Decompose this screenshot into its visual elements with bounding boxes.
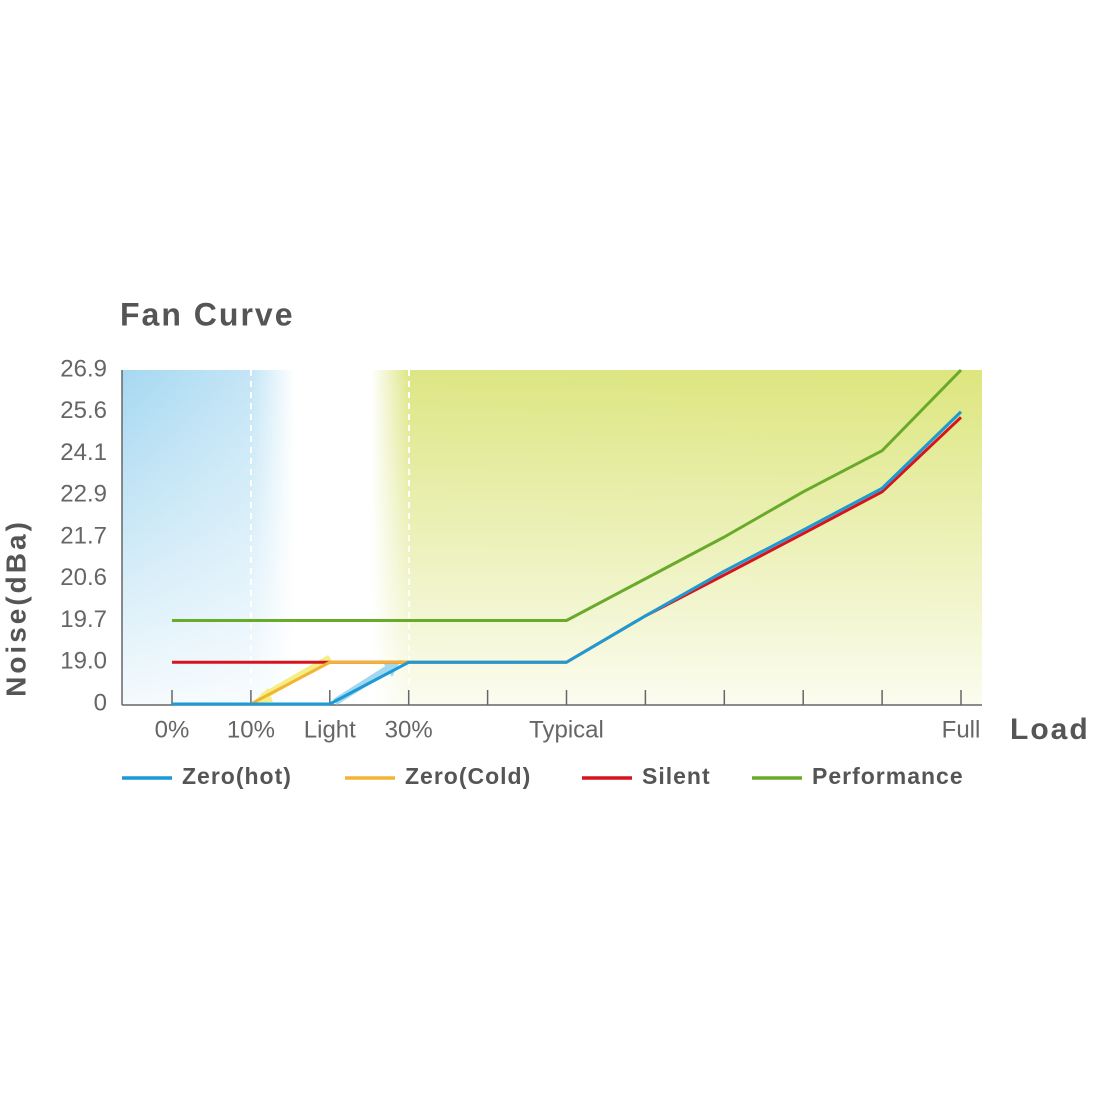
y-tick-label: 22.9	[60, 481, 107, 508]
legend-label: Silent	[642, 763, 711, 789]
x-tick-label: Light	[304, 716, 356, 743]
y-tick-label: 20.6	[60, 564, 107, 591]
y-tick-label: 0	[94, 689, 107, 716]
background-fade	[122, 370, 982, 705]
legend-label: Zero(Cold)	[405, 763, 531, 789]
y-tick-label: 21.7	[60, 522, 107, 549]
legend-label: Performance	[812, 763, 964, 789]
series-line	[172, 410, 963, 706]
x-tick-label: Full	[942, 716, 981, 743]
y-tick-label: 19.7	[60, 606, 107, 633]
x-tick-label: 30%	[385, 716, 433, 743]
chart-title: Fan Curve	[120, 296, 294, 332]
series-line	[172, 368, 963, 622]
legend-label: Zero(hot)	[182, 763, 292, 789]
x-tick-label: 10%	[227, 716, 275, 743]
y-tick-label: 26.9	[60, 355, 107, 382]
x-axis-title: Load	[1010, 713, 1090, 746]
y-tick-label: 19.0	[60, 648, 107, 675]
x-tick-label: 0%	[155, 716, 190, 743]
y-tick-label: 24.1	[60, 439, 107, 466]
arrow-head	[384, 660, 401, 677]
x-tick-label: Typical	[529, 716, 604, 743]
y-tick-label: 25.6	[60, 397, 107, 424]
y-axis-title: Noise(dBa)	[0, 519, 31, 697]
